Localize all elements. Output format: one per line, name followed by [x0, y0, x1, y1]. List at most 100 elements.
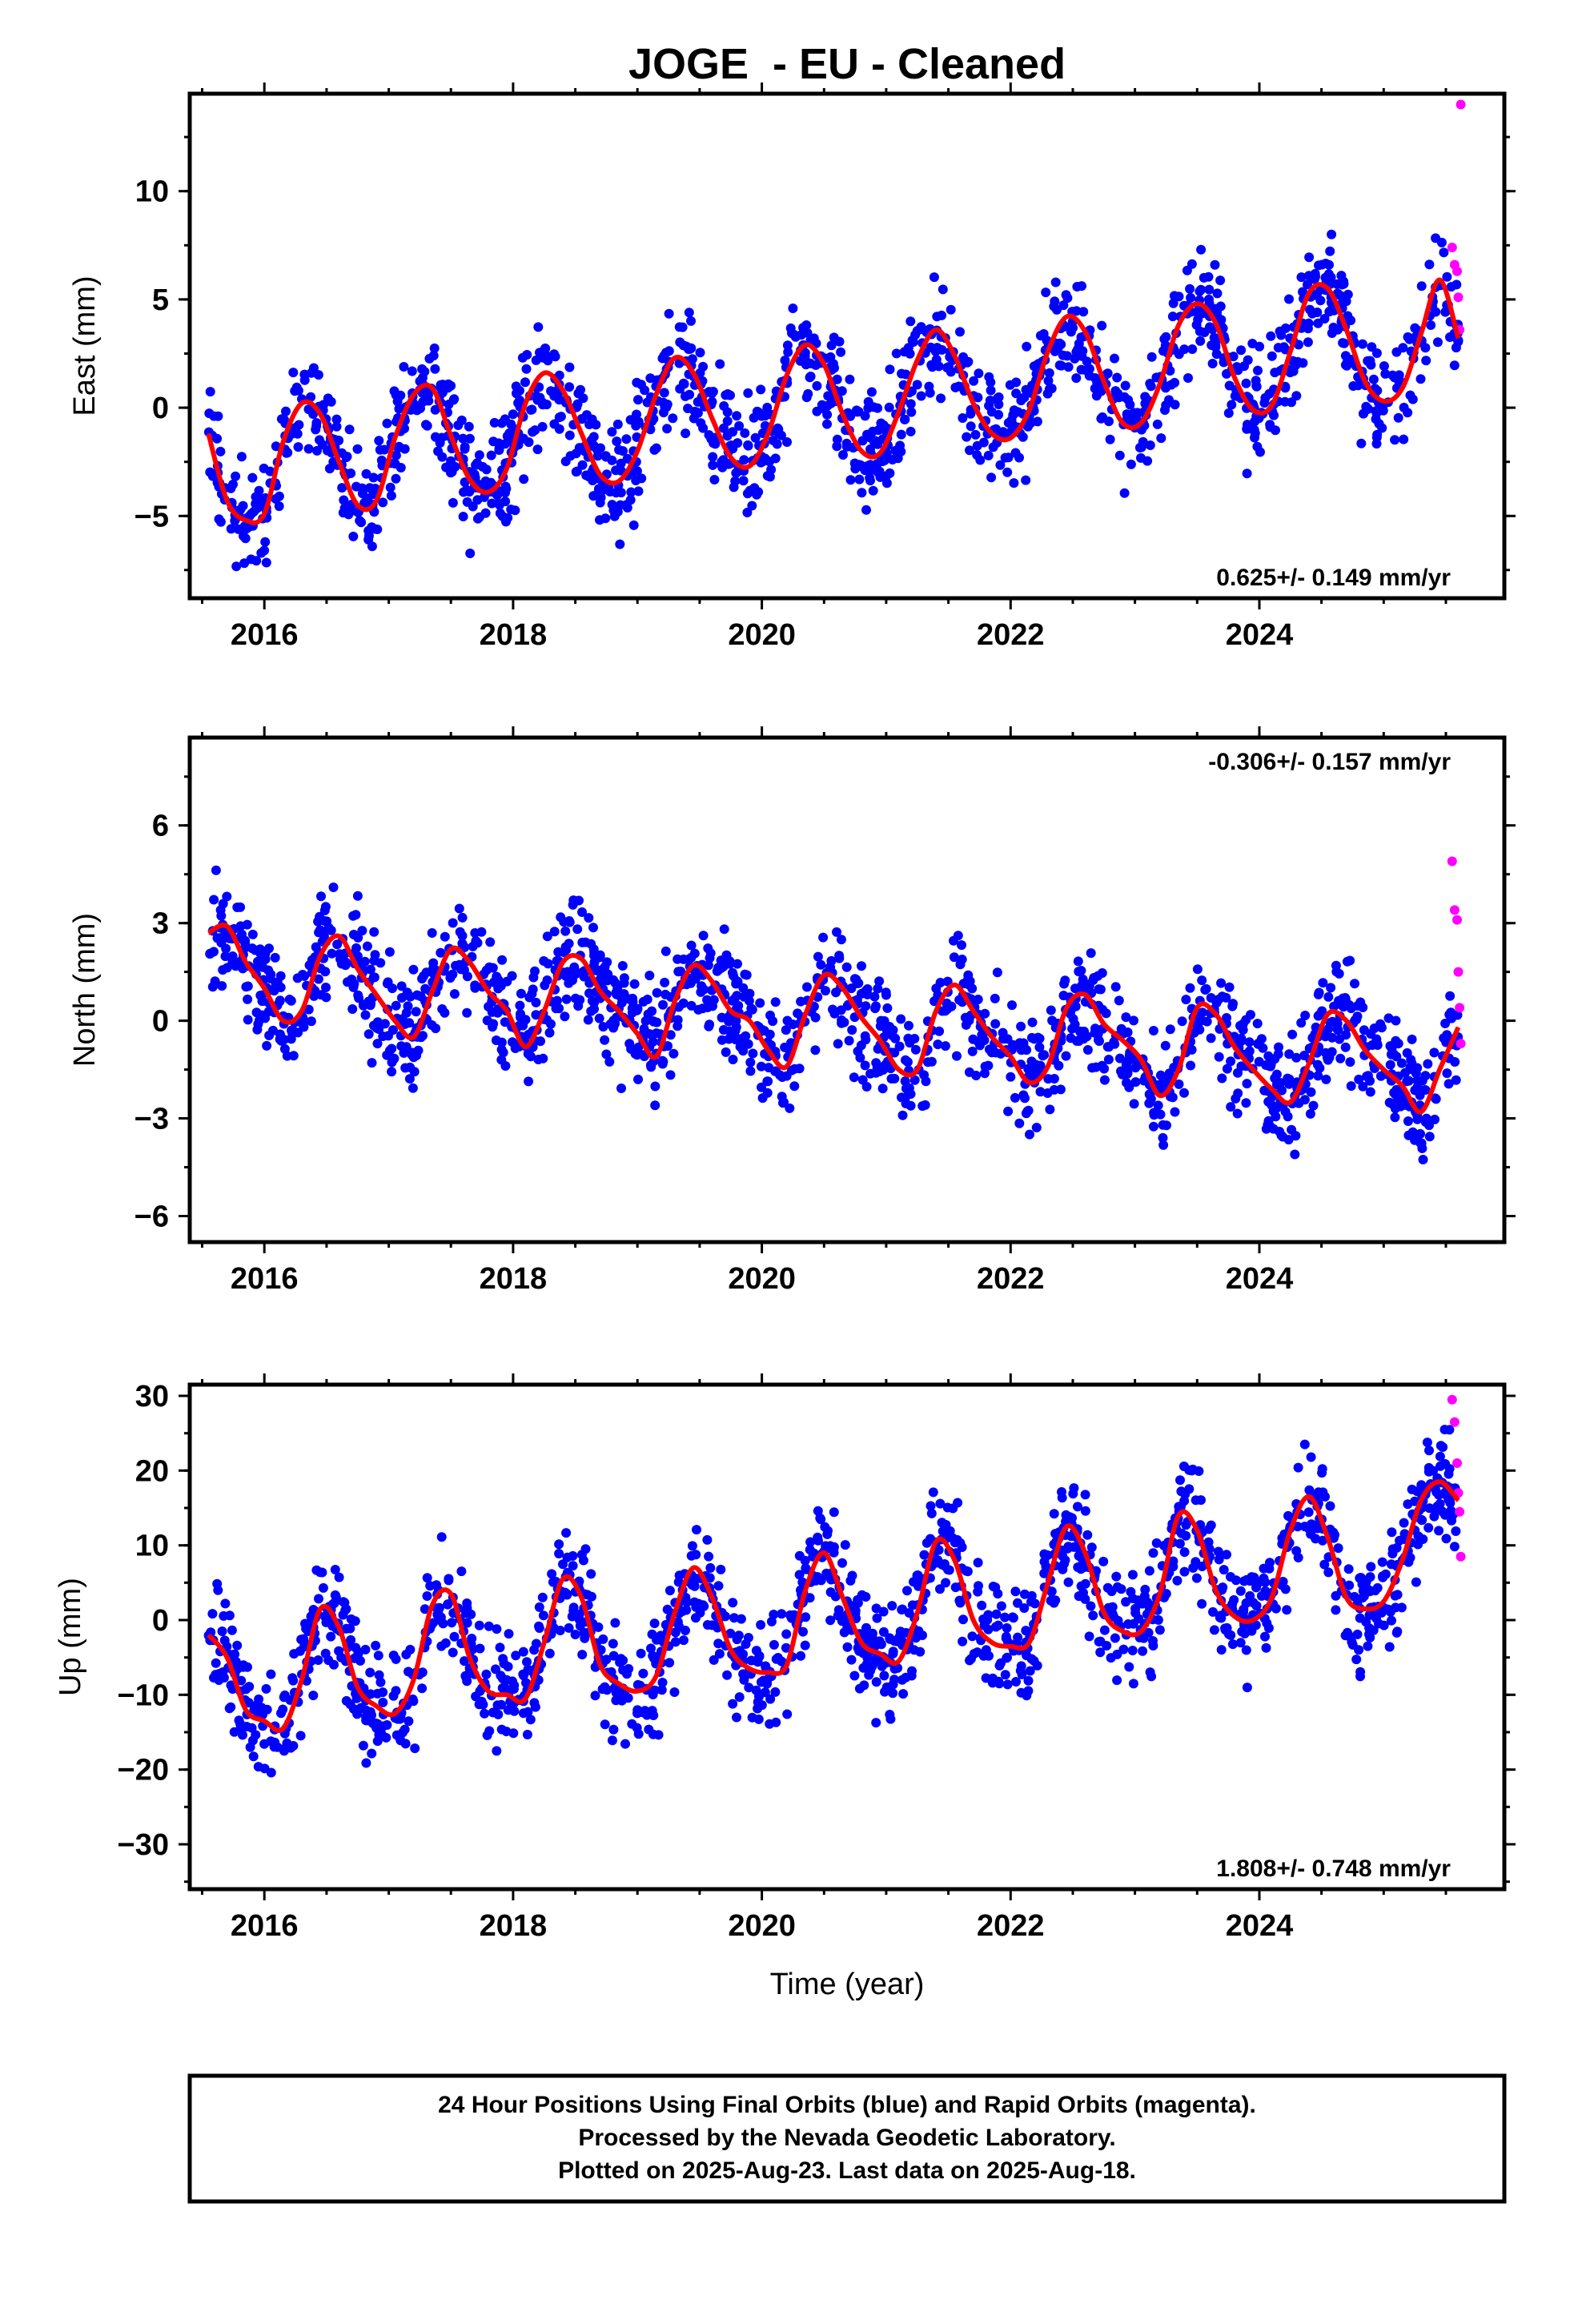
east-final-point — [251, 556, 262, 566]
up-final-point — [509, 1706, 520, 1716]
up-final-point — [1021, 1626, 1031, 1636]
north-final-point — [702, 1003, 713, 1012]
north-final-point — [1186, 1060, 1196, 1071]
north-final-point — [405, 991, 416, 1002]
north-final-point — [1429, 1047, 1439, 1058]
up-final-point — [1282, 1605, 1292, 1615]
up-x-tick-label: 2020 — [728, 1909, 796, 1943]
up-final-point — [801, 1564, 812, 1574]
north-final-point — [903, 1033, 913, 1043]
north-final-point — [1094, 1036, 1104, 1046]
up-final-point — [1174, 1538, 1185, 1549]
up-final-point — [1293, 1462, 1303, 1473]
north-final-point — [1116, 1023, 1126, 1034]
up-final-point — [1364, 1623, 1375, 1633]
north-final-point — [400, 1019, 410, 1029]
east-final-point — [1182, 265, 1192, 275]
east-final-point — [686, 316, 696, 326]
north-final-point — [1029, 1034, 1039, 1044]
east-final-point — [379, 444, 389, 455]
up-final-point — [568, 1561, 578, 1571]
north-final-point — [218, 965, 228, 975]
up-final-point — [1080, 1506, 1090, 1516]
up-final-point — [1176, 1528, 1186, 1538]
up-final-point — [608, 1724, 619, 1735]
north-x-tick-label: 2016 — [231, 1262, 299, 1296]
east-final-point — [290, 386, 300, 396]
up-final-point — [935, 1498, 946, 1509]
north-final-point — [1233, 1068, 1243, 1078]
up-final-point — [993, 1620, 1003, 1630]
up-final-point — [1154, 1625, 1165, 1635]
up-final-point — [1260, 1586, 1271, 1596]
up-final-point — [1068, 1489, 1078, 1499]
north-final-point — [570, 993, 580, 1003]
north-final-point — [699, 984, 709, 995]
up-final-point — [299, 1642, 309, 1652]
north-final-point — [1313, 989, 1323, 999]
east-final-point — [828, 359, 838, 369]
up-final-point — [461, 1672, 472, 1683]
east-final-point — [1393, 412, 1403, 423]
north-final-point — [363, 1029, 374, 1039]
east-final-point — [1280, 381, 1291, 392]
east-final-point — [1071, 373, 1082, 384]
up-final-point — [436, 1532, 447, 1542]
east-final-point — [612, 436, 622, 447]
east-final-point — [1084, 364, 1094, 374]
north-final-point — [561, 971, 571, 981]
north-final-point — [315, 911, 325, 922]
up-final-point — [821, 1541, 831, 1551]
up-final-point — [1392, 1626, 1403, 1637]
east-final-point — [905, 399, 916, 409]
north-final-point — [382, 979, 392, 989]
north-y-tick-label: 0 — [152, 1005, 169, 1039]
north-final-point — [556, 912, 566, 923]
east-final-point — [1215, 275, 1226, 286]
east-final-point — [1152, 419, 1162, 429]
east-final-point — [487, 498, 497, 509]
east-final-point — [832, 434, 842, 444]
up-final-point — [266, 1669, 276, 1679]
north-final-point — [1097, 968, 1107, 978]
north-final-point — [1039, 1050, 1050, 1060]
up-final-point — [820, 1522, 830, 1532]
east-final-point — [540, 344, 550, 353]
east-final-point — [1399, 402, 1409, 412]
north-final-point — [367, 1058, 377, 1068]
east-final-point — [1126, 459, 1136, 469]
east-rapid-point — [1452, 266, 1462, 276]
north-final-point — [831, 987, 841, 998]
north-final-point — [268, 1025, 278, 1035]
up-final-point — [1098, 1556, 1109, 1566]
north-final-point — [624, 994, 634, 1004]
east-final-point — [826, 340, 837, 351]
up-final-point — [1377, 1557, 1387, 1567]
east-final-point — [681, 428, 691, 439]
up-final-point — [358, 1740, 368, 1751]
east-final-point — [686, 343, 697, 353]
north-final-point — [348, 930, 359, 939]
north-final-point — [319, 905, 330, 915]
east-final-point — [768, 435, 778, 445]
east-final-point — [564, 362, 575, 372]
east-final-point — [308, 363, 319, 373]
east-final-point — [1112, 372, 1122, 383]
north-final-point — [857, 1075, 868, 1085]
up-final-point — [534, 1602, 544, 1612]
north-final-point — [733, 1000, 744, 1011]
up-final-point — [600, 1719, 610, 1730]
east-final-point — [974, 368, 984, 379]
up-final-point — [1363, 1584, 1372, 1594]
up-final-point — [523, 1664, 533, 1675]
east-final-point — [868, 485, 878, 496]
north-final-point — [789, 1081, 800, 1092]
east-final-point — [1449, 360, 1460, 371]
up-final-point — [313, 1655, 323, 1665]
east-final-point — [472, 458, 482, 468]
north-final-point — [1216, 978, 1227, 988]
up-final-point — [1347, 1639, 1358, 1650]
up-final-point — [1429, 1511, 1439, 1522]
north-final-point — [1101, 1008, 1111, 1019]
